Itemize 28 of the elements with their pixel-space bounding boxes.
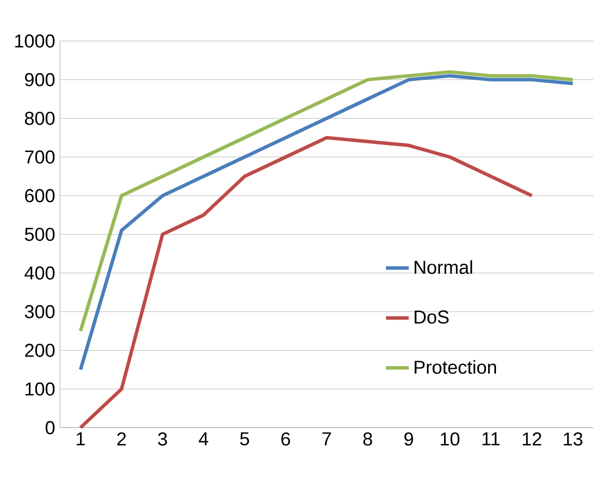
y-tick-label: 700 — [25, 150, 55, 164]
y-tick-label: 100 — [26, 382, 55, 396]
legend-label: Protection — [414, 360, 496, 374]
y-tick-label: 800 — [24, 112, 55, 125]
legend-label: DoS — [414, 310, 449, 324]
y-tick-label: 300 — [24, 305, 55, 318]
x-tick-label: 12 — [522, 432, 542, 446]
x-tick-label: 9 — [404, 432, 414, 446]
x-tick-label: 6 — [281, 432, 290, 446]
x-tick-label: 4 — [198, 432, 208, 446]
x-tick-label: 13 — [564, 432, 582, 446]
x-tick-label: 7 — [322, 432, 331, 446]
y-tick-label: 1000 — [15, 34, 55, 48]
y-tick-label: 0 — [46, 421, 55, 434]
x-tick-label: 10 — [440, 432, 460, 446]
y-tick-label: 600 — [25, 189, 55, 202]
y-tick-label: 500 — [24, 228, 55, 241]
x-tick-label: 11 — [482, 432, 500, 446]
y-tick-label: 400 — [24, 266, 55, 280]
x-tick-label: 5 — [240, 432, 250, 446]
legend-label: Normal — [414, 260, 472, 274]
y-tick-label: 900 — [25, 73, 55, 86]
x-tick-label: 2 — [117, 432, 126, 446]
y-tick-label: 200 — [25, 344, 55, 357]
x-tick-label: 8 — [363, 432, 372, 446]
x-tick-label: 3 — [158, 432, 167, 446]
line-series — [78, 136, 534, 430]
x-tick-label: 1 — [76, 432, 85, 446]
